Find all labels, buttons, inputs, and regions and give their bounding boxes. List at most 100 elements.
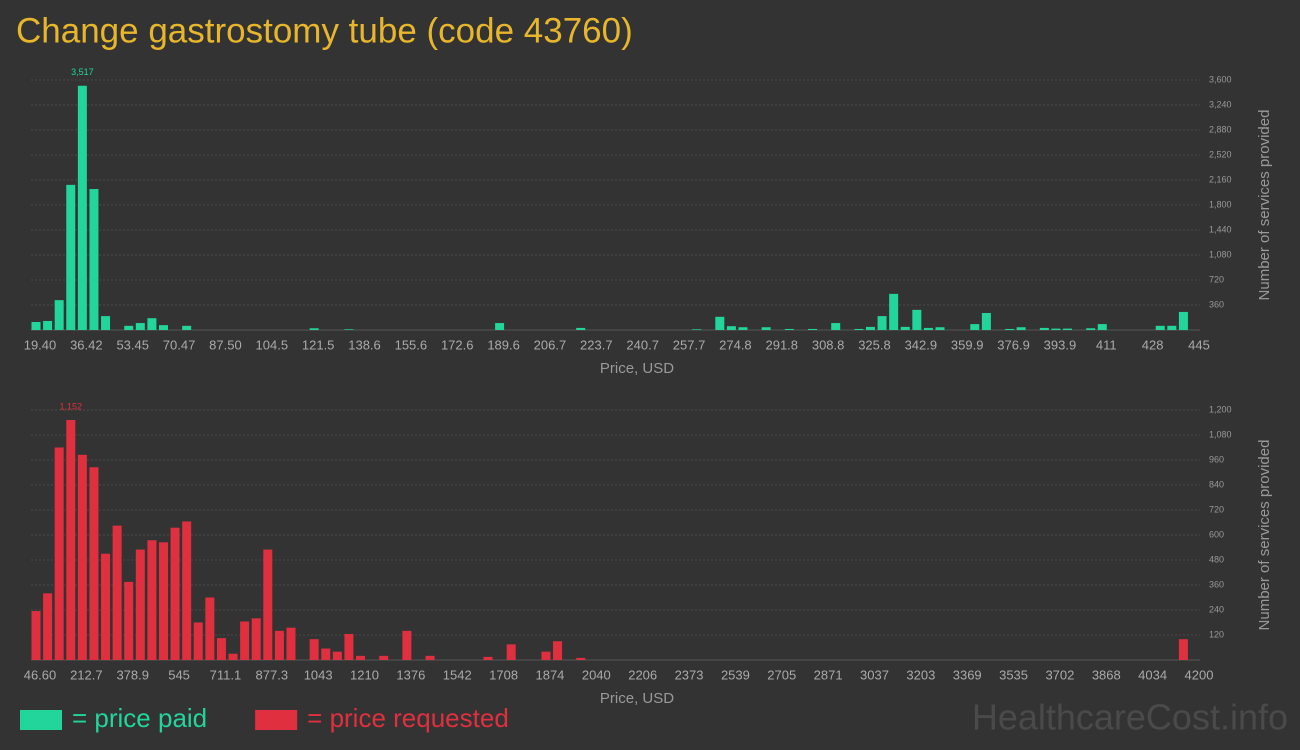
x-tick-label: 138.6: [348, 337, 381, 352]
bar: [935, 327, 945, 330]
bar: [553, 641, 563, 660]
bar: [135, 323, 145, 330]
x-tick-label: 104.5: [256, 337, 289, 352]
x-tick-label: 1874: [535, 667, 564, 682]
bar: [251, 618, 261, 660]
x-tick-label: 2040: [582, 667, 611, 682]
bar: [970, 324, 980, 330]
x-tick-label: 2539: [721, 667, 750, 682]
bar: [216, 638, 226, 660]
x-tick-label: 274.8: [719, 337, 752, 352]
y-axis-label: Number of services provided: [1256, 110, 1273, 301]
x-tick-label: 46.60: [24, 667, 57, 682]
bar: [31, 322, 41, 330]
bar: [402, 630, 412, 660]
bar: [182, 325, 192, 330]
bar: [900, 326, 910, 330]
bar: [205, 597, 215, 660]
bar: [321, 648, 331, 660]
bar: [356, 655, 366, 660]
bar: [332, 651, 342, 660]
x-tick-label: 325.8: [858, 337, 891, 352]
bar: [738, 327, 748, 330]
y-tick-label: 1,080: [1209, 429, 1232, 439]
bar: [309, 328, 319, 330]
bar: [1155, 325, 1165, 330]
bar: [309, 639, 319, 660]
x-tick-label: 70.47: [163, 337, 196, 352]
x-tick-label: 342.9: [905, 337, 938, 352]
x-tick-label: 359.9: [951, 337, 984, 352]
x-tick-label: 212.7: [70, 667, 103, 682]
bar: [193, 622, 203, 660]
x-axis-label: Price, USD: [600, 360, 674, 377]
bar: [1167, 325, 1177, 330]
legend-swatch: [255, 710, 298, 730]
y-tick-label: 720: [1209, 504, 1224, 514]
y-axis-label: Number of services provided: [1256, 440, 1273, 631]
y-tick-label: 2,160: [1209, 174, 1232, 184]
bar: [66, 420, 76, 660]
y-tick-label: 840: [1209, 479, 1224, 489]
y-tick-label: 1,800: [1209, 199, 1232, 209]
page-title: Change gastrostomy tube (code 43760): [16, 11, 633, 50]
x-tick-label: 2871: [814, 667, 843, 682]
bar: [228, 653, 238, 660]
bar: [263, 549, 273, 660]
bar: [54, 447, 64, 660]
bar: [158, 542, 168, 660]
bar: [576, 657, 586, 660]
y-tick-label: 960: [1209, 454, 1224, 464]
x-tick-label: 2206: [628, 667, 657, 682]
x-tick-label: 87.50: [209, 337, 242, 352]
bar: [784, 328, 794, 330]
bar: [286, 627, 296, 660]
bar: [112, 525, 122, 660]
bar: [89, 467, 99, 660]
bar: [981, 312, 991, 330]
x-tick-label: 1210: [350, 667, 379, 682]
bar: [1051, 328, 1061, 330]
bar: [77, 85, 87, 330]
y-tick-label: 600: [1209, 529, 1224, 539]
y-tick-label: 480: [1209, 554, 1224, 564]
bar: [101, 316, 111, 330]
legend-swatch: [20, 710, 62, 730]
y-tick-label: 1,440: [1209, 224, 1232, 234]
y-tick-label: 3,240: [1209, 99, 1232, 109]
y-tick-label: 360: [1209, 299, 1224, 309]
x-tick-label: 1542: [443, 667, 472, 682]
bar: [1178, 639, 1188, 660]
bar: [923, 327, 933, 330]
bar: [715, 316, 725, 330]
x-tick-label: 393.9: [1044, 337, 1077, 352]
x-tick-label: 545: [168, 667, 190, 682]
x-tick-label: 3369: [953, 667, 982, 682]
bar: [889, 293, 899, 330]
x-tick-label: 877.3: [256, 667, 289, 682]
bar: [31, 611, 41, 660]
bar: [1086, 328, 1096, 330]
bar: [692, 329, 702, 330]
bar: [483, 656, 493, 660]
bar: [43, 593, 53, 660]
bar: [1039, 327, 1049, 330]
bar: [158, 325, 168, 330]
y-tick-label: 240: [1209, 604, 1224, 614]
bar: [101, 553, 111, 660]
bar: [124, 325, 134, 330]
bar: [170, 527, 180, 660]
bar: [1097, 324, 1107, 330]
bar: [135, 549, 145, 660]
bar: [1016, 327, 1026, 330]
bar: [495, 323, 505, 330]
x-tick-label: 53.45: [116, 337, 149, 352]
x-tick-label: 223.7: [580, 337, 613, 352]
x-tick-label: 1708: [489, 667, 518, 682]
x-tick-label: 3702: [1045, 667, 1074, 682]
y-tick-label: 1,200: [1209, 404, 1232, 414]
bar: [808, 328, 818, 330]
x-tick-label: 3868: [1092, 667, 1121, 682]
bar: [77, 454, 87, 660]
